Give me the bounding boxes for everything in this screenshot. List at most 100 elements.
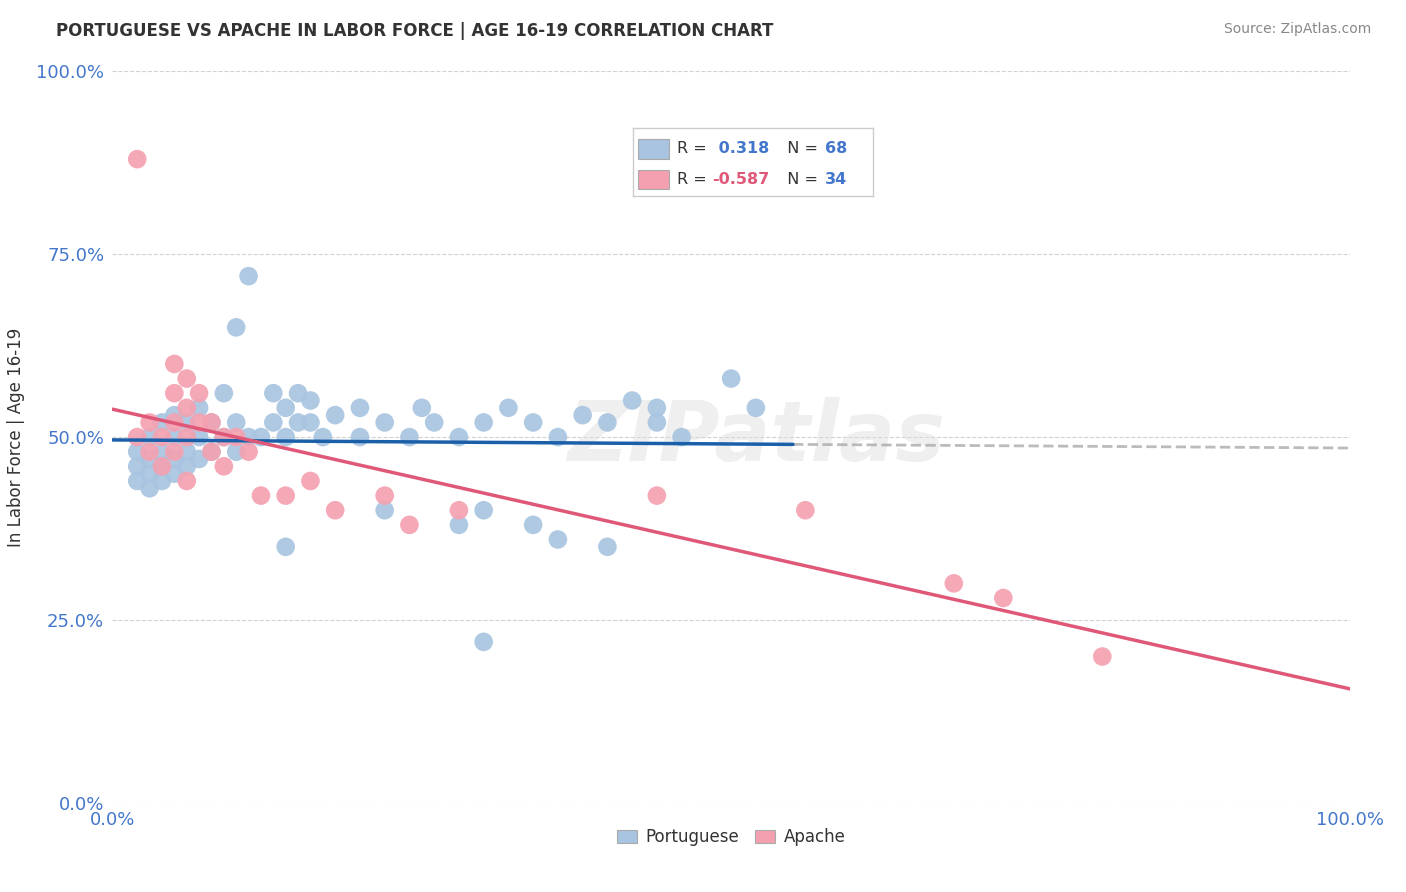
Point [188,386,211,401]
Point [138,467,160,481]
FancyBboxPatch shape [638,170,669,189]
Point [250,430,273,444]
Point [200,416,222,430]
Point [127,459,149,474]
Point [176,371,198,385]
Point [472,635,495,649]
Point [287,416,309,430]
Point [745,401,768,415]
Point [299,474,322,488]
Y-axis label: In Labor Force | Age 16-19: In Labor Force | Age 16-19 [7,327,25,547]
Text: N =: N = [778,142,824,156]
Point [447,517,470,532]
Point [200,444,222,458]
Point [138,452,160,467]
Point [150,444,173,458]
Point [262,416,284,430]
Point [127,430,149,444]
Point [138,481,160,495]
Text: 68: 68 [825,142,848,156]
Point [138,444,160,458]
Point [176,474,198,488]
Point [238,444,260,458]
Point [225,444,247,458]
Point [163,452,186,467]
Point [212,459,235,474]
Point [274,430,297,444]
Point [547,430,569,444]
Point [498,401,520,415]
Point [188,401,211,415]
Point [176,459,198,474]
Text: Source: ZipAtlas.com: Source: ZipAtlas.com [1223,22,1371,37]
Point [200,444,222,458]
Point [212,430,235,444]
Point [349,401,371,415]
Text: R =: R = [676,172,711,187]
Point [163,416,186,430]
Point [163,430,186,444]
Point [150,430,173,444]
Point [238,269,260,284]
Point [127,444,149,458]
Point [596,416,619,430]
Point [374,503,396,517]
Point [287,386,309,401]
Point [225,430,247,444]
Text: R =: R = [676,142,711,156]
Point [447,430,470,444]
Point [150,459,173,474]
Point [163,386,186,401]
Point [138,430,160,444]
Point [398,430,420,444]
Text: ZIPatlas: ZIPatlas [567,397,945,477]
Point [349,430,371,444]
Point [176,444,198,458]
Point [472,503,495,517]
Point [398,517,420,532]
Point [671,430,693,444]
Point [163,408,186,422]
Point [250,489,273,503]
Point [645,416,668,430]
Point [212,386,235,401]
Point [472,416,495,430]
Point [138,416,160,430]
Point [720,371,742,385]
FancyBboxPatch shape [638,139,669,159]
Point [299,393,322,408]
Point [423,416,446,430]
Point [150,474,173,488]
Point [274,401,297,415]
Point [312,430,335,444]
Point [212,430,235,444]
Point [150,416,173,430]
Point [150,459,173,474]
Point [571,408,593,422]
Point [794,503,817,517]
Point [163,444,186,458]
Point [645,401,668,415]
Point [645,489,668,503]
Point [323,503,346,517]
Point [323,408,346,422]
Point [127,152,149,166]
Text: -0.587: -0.587 [713,172,769,187]
Point [176,430,198,444]
Point [274,489,297,503]
Point [993,591,1015,605]
Point [127,474,149,488]
Point [200,416,222,430]
Legend: Portuguese, Apache: Portuguese, Apache [610,822,852,853]
Point [188,416,211,430]
Point [299,416,322,430]
Point [621,393,644,408]
Point [274,540,297,554]
Point [411,401,433,415]
Point [188,452,211,467]
Point [225,416,247,430]
Point [163,357,186,371]
Text: 34: 34 [825,172,848,187]
Text: PORTUGUESE VS APACHE IN LABOR FORCE | AGE 16-19 CORRELATION CHART: PORTUGUESE VS APACHE IN LABOR FORCE | AG… [56,22,773,40]
Point [374,416,396,430]
